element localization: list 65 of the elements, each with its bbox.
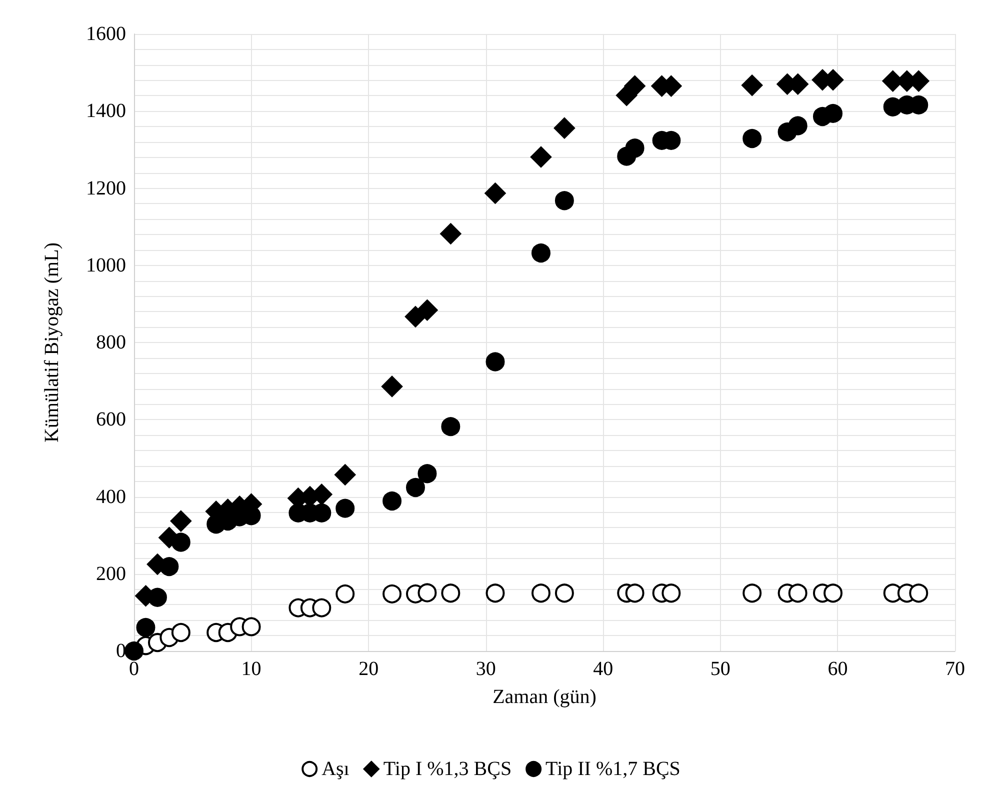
point: [909, 584, 928, 603]
point: [486, 584, 505, 603]
x-axis-title: Zaman (gün): [492, 686, 596, 708]
y-tick-label: 1200: [86, 177, 126, 200]
point: [484, 182, 506, 204]
point: [171, 622, 190, 642]
point: [418, 583, 437, 602]
point: [382, 491, 402, 510]
point: [788, 584, 808, 603]
point: [625, 584, 644, 603]
point: [382, 376, 403, 397]
y-tick-label: 0: [116, 640, 126, 662]
point: [336, 498, 355, 518]
point: [382, 584, 402, 604]
point: [554, 191, 574, 210]
point: [171, 532, 190, 552]
x-tick-label: 40: [593, 658, 614, 680]
point: [124, 642, 144, 660]
y-tick-label: 1600: [86, 23, 126, 45]
point: [742, 74, 763, 96]
y-axis-title: Kümülatif Biyogaz (mL): [41, 242, 63, 442]
point: [416, 300, 438, 321]
point: [336, 584, 355, 604]
y-tick-label: 600: [96, 408, 126, 431]
point: [530, 146, 552, 168]
point: [486, 352, 505, 372]
point: [532, 244, 550, 263]
point: [624, 76, 646, 97]
point: [441, 417, 460, 436]
point: [418, 464, 437, 484]
y-tick-label: 1000: [86, 254, 126, 276]
y-tick-label: 1400: [86, 100, 126, 122]
legend-label: Aşı: [322, 758, 350, 780]
point: [440, 223, 462, 244]
x-tick-label: 60: [828, 658, 848, 680]
point: [136, 618, 156, 637]
point: [406, 478, 425, 497]
x-tick-label: 30: [476, 658, 496, 680]
x-tick-label: 50: [710, 658, 730, 680]
point: [148, 588, 167, 607]
point: [334, 464, 356, 486]
point: [160, 557, 179, 576]
point: [404, 306, 426, 328]
x-tick-label: 70: [945, 658, 965, 680]
point: [625, 138, 644, 158]
point: [662, 584, 681, 603]
y-tick-label: 400: [96, 486, 126, 508]
legend-label: Tip II %1,7 BÇS: [546, 758, 680, 780]
point: [170, 510, 192, 532]
point: [312, 598, 332, 618]
y-tick-label: 200: [96, 562, 126, 585]
point: [242, 617, 261, 636]
legend-label: Tip I %1,3 BÇS: [383, 758, 512, 780]
point: [532, 584, 550, 603]
x-tick-label: 10: [241, 658, 262, 680]
point: [788, 116, 808, 136]
point: [554, 118, 575, 139]
x-tick-label: 20: [358, 658, 379, 680]
point: [554, 584, 574, 603]
point: [742, 129, 762, 148]
point: [441, 584, 460, 603]
point: [824, 104, 843, 123]
point: [742, 584, 762, 603]
y-tick-label: 800: [96, 332, 126, 354]
point: [824, 584, 843, 603]
